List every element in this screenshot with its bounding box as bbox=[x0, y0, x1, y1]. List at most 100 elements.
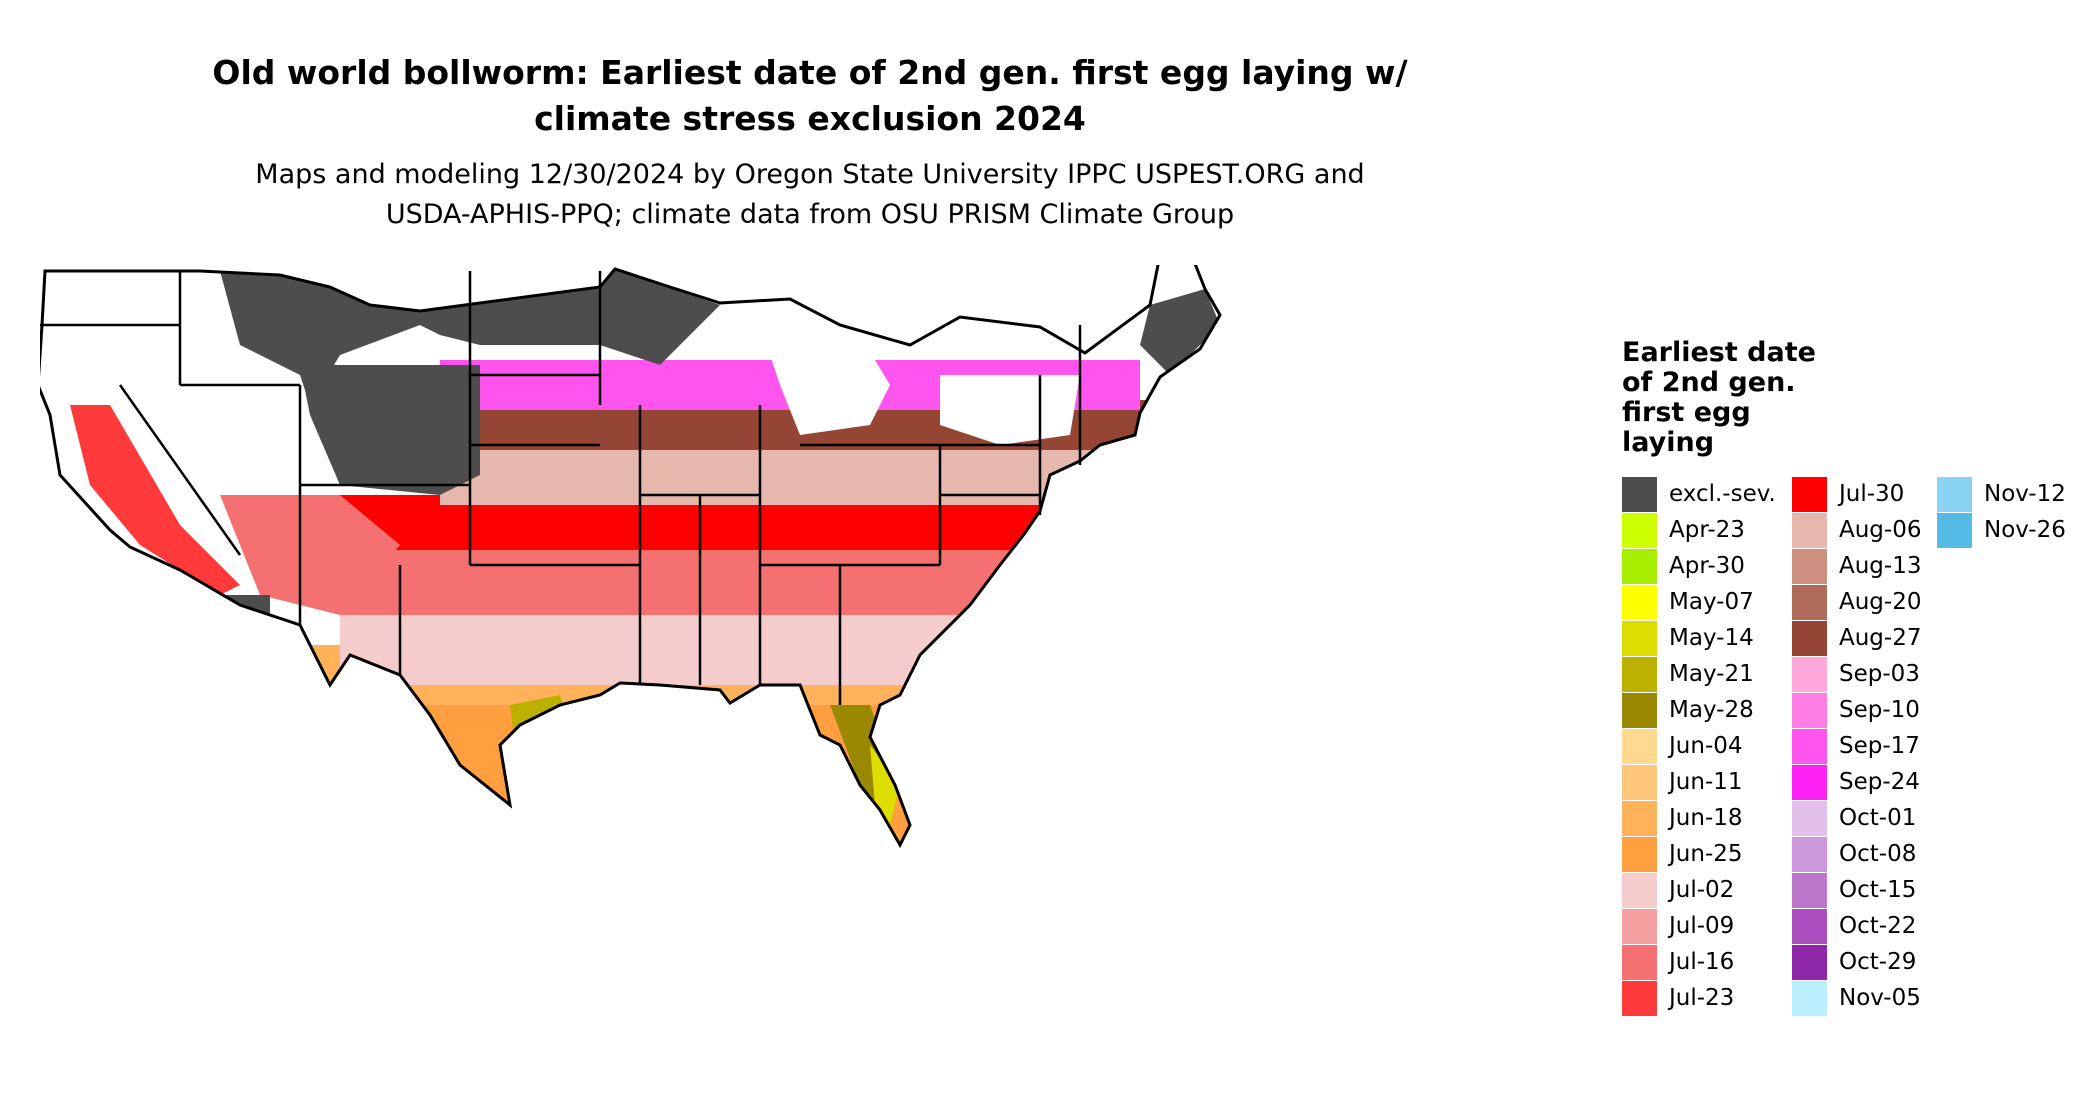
legend-label: Aug-13 bbox=[1839, 553, 1922, 579]
map-subtitle-line-2: USDA-APHIS-PPQ; climate data from OSU PR… bbox=[385, 199, 1235, 230]
legend-item: Sep-17 bbox=[1792, 728, 1920, 764]
legend-swatch bbox=[1792, 764, 1827, 800]
legend-item: Jun-25 bbox=[1622, 836, 1743, 872]
legend-label: Oct-22 bbox=[1839, 913, 1917, 939]
legend: Earliest date of 2nd gen. first egg layi… bbox=[1622, 338, 2092, 1016]
legend-swatch bbox=[1622, 908, 1657, 944]
legend-title: Earliest date of 2nd gen. first egg layi… bbox=[1622, 337, 1816, 458]
us-map bbox=[40, 265, 1222, 849]
legend-swatch bbox=[1622, 656, 1657, 692]
legend-item: May-21 bbox=[1622, 656, 1754, 692]
legend-label: Jul-09 bbox=[1669, 913, 1735, 939]
legend-swatch bbox=[1792, 656, 1827, 692]
legend-swatch bbox=[1792, 908, 1827, 944]
legend-swatch bbox=[1792, 548, 1827, 584]
legend-label: excl.-sev. bbox=[1669, 481, 1776, 507]
legend-swatch bbox=[1622, 584, 1657, 620]
legend-item: Oct-01 bbox=[1792, 800, 1916, 836]
map-title: Old world bollworm: Earliest date of 2nd… bbox=[90, 50, 1530, 142]
legend-swatch bbox=[1792, 728, 1827, 764]
legend-label: Jun-18 bbox=[1669, 805, 1743, 831]
legend-swatch bbox=[1622, 476, 1657, 512]
legend-item: May-14 bbox=[1622, 620, 1754, 656]
legend-swatch bbox=[1622, 836, 1657, 872]
legend-item: Jun-18 bbox=[1622, 800, 1743, 836]
legend-swatch bbox=[1622, 944, 1657, 980]
legend-item: Nov-05 bbox=[1792, 980, 1921, 1016]
legend-item: Oct-08 bbox=[1792, 836, 1916, 872]
legend-label: Nov-26 bbox=[1984, 517, 2066, 543]
legend-item: Apr-30 bbox=[1622, 548, 1745, 584]
legend-label: Jul-23 bbox=[1669, 985, 1735, 1011]
legend-label: Aug-27 bbox=[1839, 625, 1922, 651]
legend-swatch bbox=[1792, 944, 1827, 980]
legend-swatch bbox=[1622, 764, 1657, 800]
legend-swatch bbox=[1622, 872, 1657, 908]
legend-label: Oct-01 bbox=[1839, 805, 1917, 831]
legend-item: Jun-11 bbox=[1622, 764, 1743, 800]
legend-swatch bbox=[1622, 548, 1657, 584]
legend-item: Sep-10 bbox=[1792, 692, 1920, 728]
legend-item: Oct-29 bbox=[1792, 944, 1916, 980]
legend-swatch bbox=[1792, 584, 1827, 620]
legend-swatch bbox=[1937, 512, 1972, 548]
legend-label: Nov-05 bbox=[1839, 985, 1921, 1011]
legend-swatch bbox=[1937, 476, 1972, 512]
legend-item: Aug-27 bbox=[1792, 620, 1921, 656]
legend-swatch bbox=[1792, 512, 1827, 548]
legend-label: Oct-15 bbox=[1839, 877, 1917, 903]
legend-label: Jun-11 bbox=[1669, 769, 1743, 795]
legend-swatch bbox=[1792, 980, 1827, 1016]
map-title-line-2: climate stress exclusion 2024 bbox=[534, 99, 1086, 138]
legend-label: Sep-17 bbox=[1839, 733, 1920, 759]
legend-label: Oct-08 bbox=[1839, 841, 1917, 867]
legend-label: Sep-03 bbox=[1839, 661, 1920, 687]
legend-item: excl.-sev. bbox=[1622, 476, 1776, 512]
legend-item: Nov-12 bbox=[1937, 476, 2066, 512]
legend-label: Jul-02 bbox=[1669, 877, 1735, 903]
legend-label: Jun-04 bbox=[1669, 733, 1743, 759]
map-subtitle: Maps and modeling 12/30/2024 by Oregon S… bbox=[90, 155, 1530, 235]
legend-swatch bbox=[1622, 980, 1657, 1016]
legend-item: Oct-15 bbox=[1792, 872, 1916, 908]
legend-label: Aug-20 bbox=[1839, 589, 1922, 615]
legend-item: Oct-22 bbox=[1792, 908, 1916, 944]
legend-swatch bbox=[1622, 512, 1657, 548]
legend-item: May-28 bbox=[1622, 692, 1754, 728]
legend-item: Aug-06 bbox=[1792, 512, 1921, 548]
legend-item: Sep-03 bbox=[1792, 656, 1920, 692]
legend-item: Jul-16 bbox=[1622, 944, 1734, 980]
legend-label: May-14 bbox=[1669, 625, 1754, 651]
legend-label: Jun-25 bbox=[1669, 841, 1743, 867]
legend-label: Jul-30 bbox=[1839, 481, 1905, 507]
legend-item: Jul-09 bbox=[1622, 908, 1734, 944]
map-subtitle-line-1: Maps and modeling 12/30/2024 by Oregon S… bbox=[255, 159, 1365, 190]
legend-item: Jul-23 bbox=[1622, 980, 1734, 1016]
legend-label: Jul-16 bbox=[1669, 949, 1735, 975]
legend-swatch bbox=[1622, 800, 1657, 836]
legend-item: Jul-02 bbox=[1622, 872, 1734, 908]
legend-label: Aug-06 bbox=[1839, 517, 1922, 543]
map-title-line-1: Old world bollworm: Earliest date of 2nd… bbox=[212, 53, 1408, 92]
legend-item: Sep-24 bbox=[1792, 764, 1920, 800]
legend-swatch bbox=[1792, 620, 1827, 656]
legend-item: May-07 bbox=[1622, 584, 1754, 620]
us-outline bbox=[40, 265, 1222, 849]
legend-label: Nov-12 bbox=[1984, 481, 2066, 507]
legend-swatch bbox=[1792, 836, 1827, 872]
legend-items: excl.-sev. Apr-23 Apr-30 May-07 May-14 May-21… bbox=[1622, 476, 2092, 1016]
legend-swatch bbox=[1792, 800, 1827, 836]
legend-item: Aug-13 bbox=[1792, 548, 1921, 584]
legend-label: Apr-30 bbox=[1669, 553, 1745, 579]
legend-label: May-21 bbox=[1669, 661, 1754, 687]
legend-label: Sep-24 bbox=[1839, 769, 1920, 795]
legend-swatch bbox=[1622, 728, 1657, 764]
state-borders bbox=[40, 271, 1082, 705]
legend-item: Nov-26 bbox=[1937, 512, 2066, 548]
legend-label: May-07 bbox=[1669, 589, 1754, 615]
legend-item: Jun-04 bbox=[1622, 728, 1743, 764]
legend-item: Jul-30 bbox=[1792, 476, 1904, 512]
legend-label: Apr-23 bbox=[1669, 517, 1745, 543]
legend-label: Oct-29 bbox=[1839, 949, 1917, 975]
legend-label: Sep-10 bbox=[1839, 697, 1920, 723]
